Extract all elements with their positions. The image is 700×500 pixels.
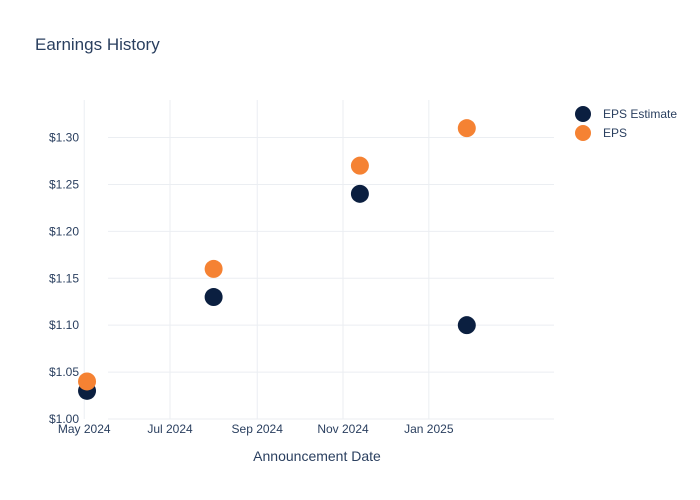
legend-marker [575,125,591,141]
grid-layer [83,100,554,420]
eps-estimate-point[interactable] [204,288,223,307]
legend-label: EPS [603,126,627,140]
series-1 [78,119,476,391]
x-tick-label: Jul 2024 [147,422,193,436]
y-tick-label: $1.00 [49,412,79,426]
y-tick-label: $1.15 [49,271,79,285]
legend-marker [575,106,591,122]
chart-title: Earnings History [35,35,160,54]
y-tick-label: $1.10 [49,318,79,332]
y-tick-label: $1.25 [49,177,79,191]
eps-point[interactable] [457,119,476,138]
x-axis-ticks: May 2024 Jul 2024 Sep 2024 Nov 2024 Jan 2025 [58,422,454,436]
eps-point[interactable] [78,372,97,391]
series-0 [78,184,476,400]
y-axis-ticks: $1.00 $1.05 $1.10 $1.15 $1.20 $1.25 $1.30 [49,131,79,426]
x-tick-label: May 2024 [58,422,111,436]
x-tick-label: Sep 2024 [232,422,284,436]
y-tick-label: $1.30 [49,131,79,145]
eps-estimate-point[interactable] [457,316,476,335]
legend-label: EPS Estimate [603,107,677,121]
legend[interactable]: EPS Estimate EPS [575,106,677,141]
y-tick-label: $1.20 [49,224,79,238]
eps-point[interactable] [350,156,369,175]
legend-item[interactable]: EPS [575,125,627,141]
x-tick-label: Jan 2025 [404,422,454,436]
y-tick-label: $1.05 [49,365,79,379]
data-points [78,119,476,400]
eps-estimate-point[interactable] [350,184,369,203]
x-axis-title: Announcement Date [253,448,381,464]
eps-point[interactable] [204,259,223,278]
legend-item[interactable]: EPS Estimate [575,106,677,122]
x-tick-label: Nov 2024 [317,422,369,436]
